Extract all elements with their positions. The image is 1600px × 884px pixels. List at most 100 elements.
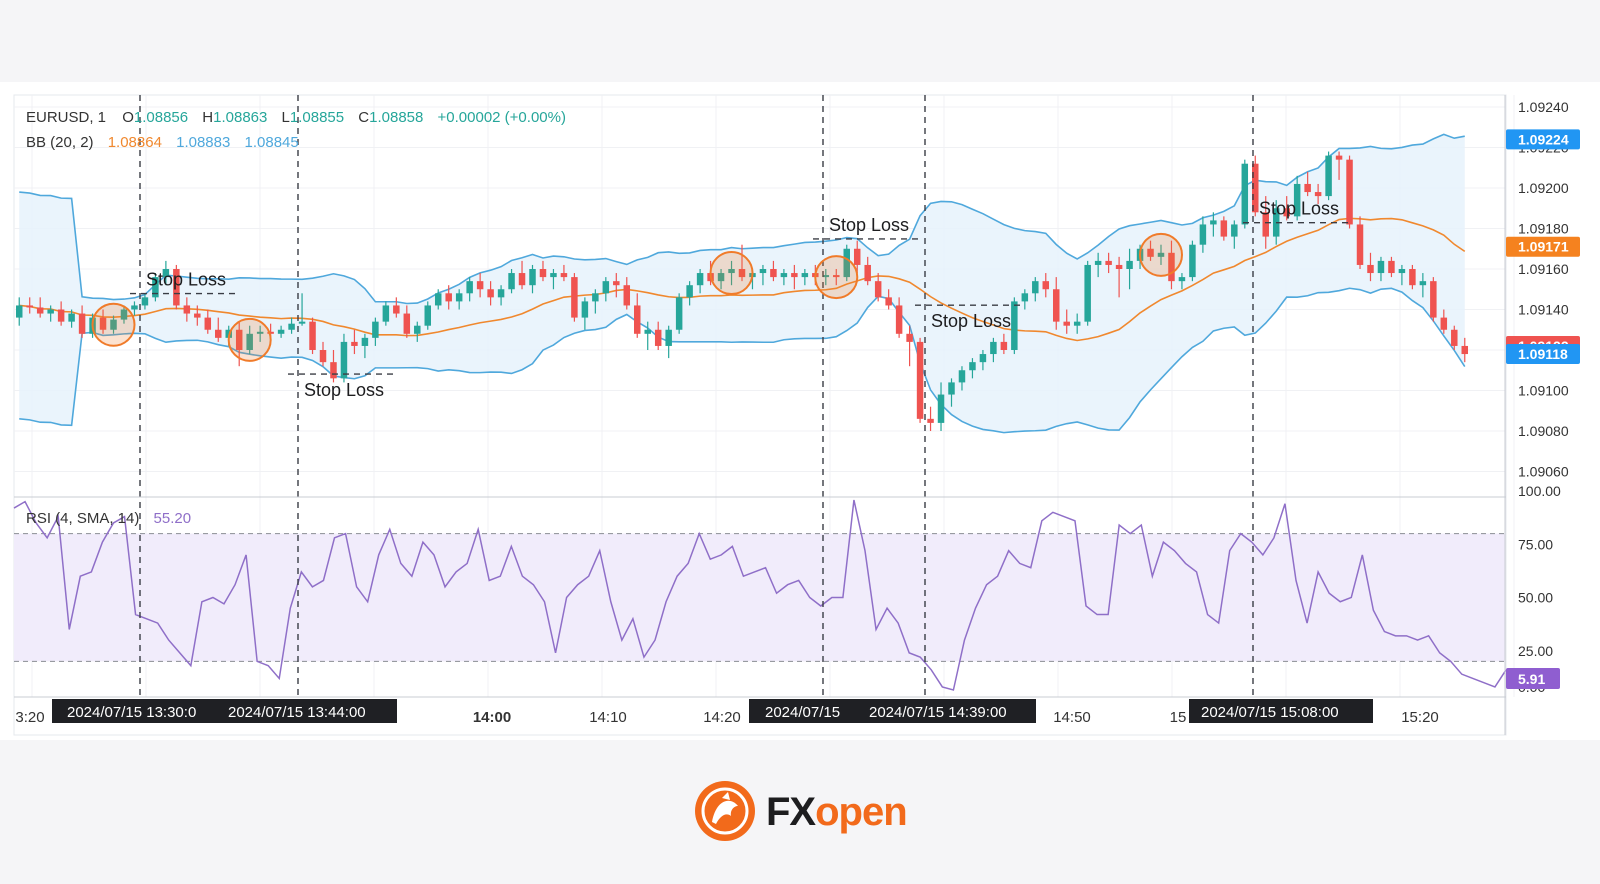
candle <box>1115 256 1123 298</box>
candle <box>1052 277 1060 330</box>
time-tick-label: 14:20 <box>703 709 741 726</box>
candle-body <box>1346 159 1353 225</box>
candle-body <box>853 248 861 265</box>
candle-body <box>1126 260 1133 269</box>
fxopen-logo: FXopen <box>695 781 908 841</box>
candle-body <box>571 277 578 318</box>
candle <box>424 301 432 330</box>
candle-body <box>256 331 264 334</box>
price-tick-label: 1.09240 <box>1518 99 1569 115</box>
rsi-tick-label: 50.00 <box>1518 590 1553 606</box>
candle-body <box>958 370 966 383</box>
candle-body <box>298 321 306 324</box>
candle <box>1356 216 1364 269</box>
candle <box>382 301 390 326</box>
candle <box>885 289 892 310</box>
time-highlight: 2024/07/15 13:30:0 2024/07/15 13:44:00 <box>52 699 397 723</box>
candle-body <box>152 277 159 298</box>
candle-body <box>1314 192 1322 197</box>
candle-body <box>309 321 316 350</box>
bb-basis-line <box>19 217 1466 342</box>
candle <box>1105 252 1112 274</box>
candle-body <box>455 293 463 302</box>
candle-body <box>885 297 892 306</box>
candle-body <box>246 333 253 350</box>
candle-body <box>15 305 23 318</box>
candle <box>1189 240 1196 282</box>
candle <box>1178 273 1186 290</box>
change-value: +0.00002 (+0.00%) <box>438 109 566 126</box>
candle-body <box>78 313 86 334</box>
signal-circle <box>709 251 754 296</box>
candle-body <box>1356 224 1364 265</box>
candle-body <box>1032 281 1039 294</box>
candle <box>372 317 379 346</box>
time-tick-label: 3:20 <box>15 709 44 726</box>
candle <box>246 325 253 355</box>
candle <box>1419 273 1427 298</box>
candle-body <box>277 329 285 334</box>
candle <box>518 260 526 290</box>
candle <box>738 244 746 282</box>
candle-body <box>770 269 777 278</box>
candle <box>1032 277 1039 302</box>
candle <box>728 260 735 286</box>
candle-body <box>393 305 400 314</box>
candle-body <box>696 273 704 286</box>
candle-body <box>1398 269 1406 274</box>
logo-wordmark: FXopen <box>766 790 907 834</box>
candle-body <box>204 317 212 330</box>
candle-body <box>36 307 44 314</box>
stop-loss-label: Stop Loss <box>829 215 909 235</box>
candle-body <box>267 331 274 334</box>
candle-body <box>1084 264 1091 322</box>
candle-body <box>969 362 976 371</box>
rsi-legend: RSI (4, SMA, 14) 55.20 <box>26 510 191 527</box>
candle-body <box>1283 208 1290 217</box>
candle-body <box>1430 281 1437 318</box>
candle <box>979 350 987 371</box>
candle <box>110 315 117 334</box>
candle-body <box>602 281 610 294</box>
high-label: H <box>202 109 213 126</box>
signal-circle <box>227 317 272 362</box>
svg-text:1.09171: 1.09171 <box>1518 239 1569 255</box>
candle <box>613 273 620 298</box>
price-tick-label: 1.09140 <box>1518 302 1569 318</box>
candle-body <box>1000 341 1008 350</box>
candle <box>47 305 54 322</box>
candle-body <box>141 297 149 306</box>
rsi-tick-label: 100.00 <box>1518 483 1561 499</box>
candle <box>864 256 871 286</box>
candle <box>665 325 672 359</box>
candle-body <box>215 329 222 338</box>
candle-body <box>1011 301 1018 350</box>
candle-body <box>665 329 672 346</box>
candle <box>874 273 882 302</box>
candle-body <box>759 269 767 274</box>
candle <box>958 366 966 391</box>
candle <box>529 264 536 294</box>
candle <box>833 269 840 286</box>
price-tick-label: 1.09200 <box>1518 180 1569 196</box>
candle <box>1440 309 1448 334</box>
candle-body <box>801 273 809 278</box>
candle <box>1346 155 1353 229</box>
candle <box>173 264 180 310</box>
candle <box>1293 175 1301 221</box>
rsi-line <box>13 499 1507 691</box>
time-highlight: 2024/07/15 15:08:00 <box>1189 699 1373 723</box>
stop-loss-label: Stop Loss <box>931 311 1011 331</box>
price-tick-label: 1.09100 <box>1518 383 1569 399</box>
rsi-band-fill <box>14 533 1505 662</box>
candle <box>770 260 777 282</box>
time-highlight-label: 2024/07/15 14:39:00 <box>869 704 1007 721</box>
candle <box>131 301 138 316</box>
candle <box>351 329 358 355</box>
candle <box>1084 260 1091 326</box>
candle <box>1126 248 1133 290</box>
candle-body <box>1367 264 1374 274</box>
candle <box>675 293 683 334</box>
bb-lower-value: 1.08845 <box>245 134 299 151</box>
